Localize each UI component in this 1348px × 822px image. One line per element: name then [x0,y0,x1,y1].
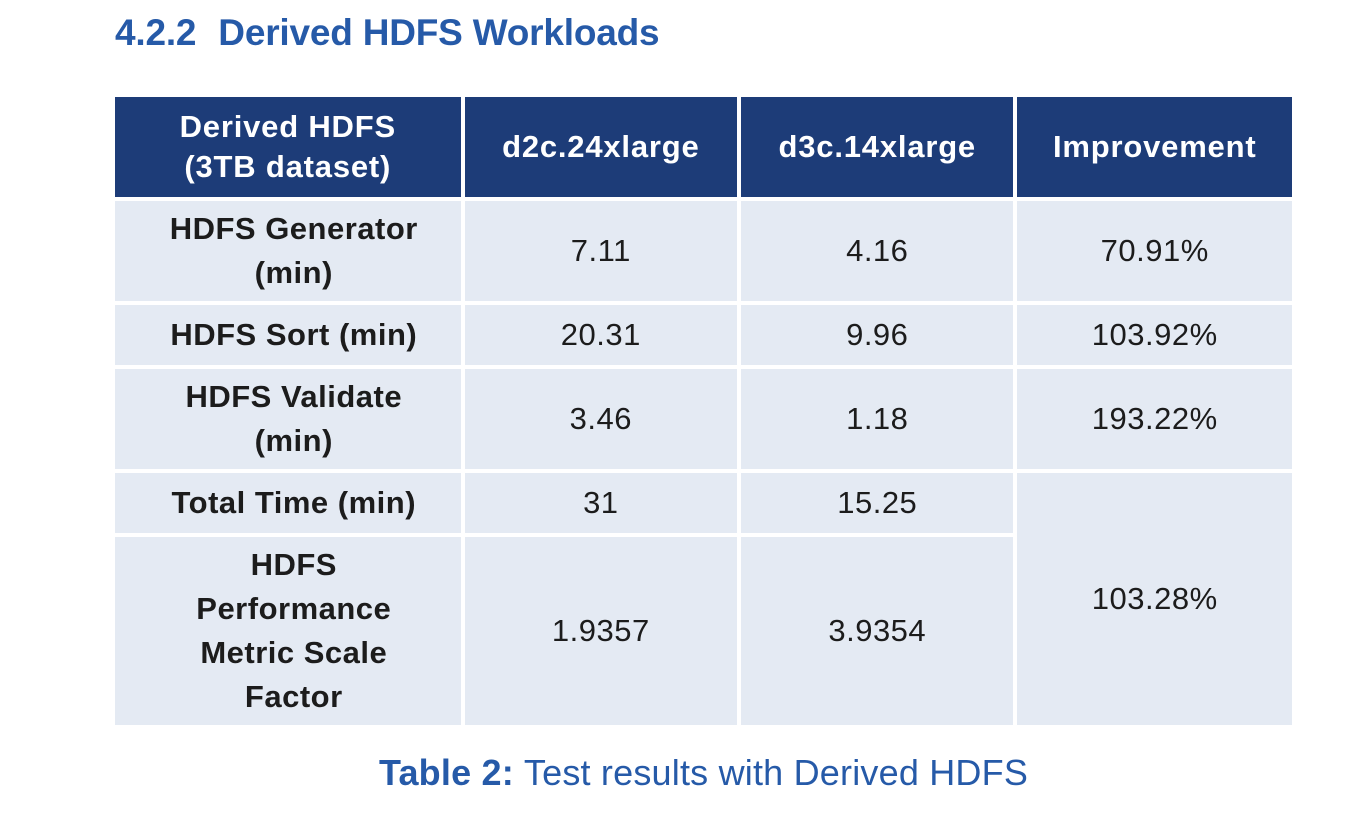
cell-d3c-value: 1.18 [741,369,1014,469]
row-label: HDFS Sort (min) [115,305,461,365]
table-caption-text: Test results with Derived HDFS [523,752,1029,793]
cell-d2c-value: 7.11 [464,201,738,301]
cell-d3c-value: 9.96 [741,305,1014,365]
section-title: Derived HDFS Workloads [218,12,660,53]
table-row-hdfs-sort: HDFS Sort (min) 20.31 9.96 103.92% [115,305,1292,365]
section-heading: 4.2.2 Derived HDFS Workloads [115,12,660,54]
table-row-performance-scale-factor: HDFS Performance Metric Scale Factor 1.9… [115,537,1292,725]
header-cell-improvement: Improvement [1017,97,1292,197]
cell-improvement-value: 193.22% [1017,369,1292,469]
cell-d3c-value: 15.25 [741,473,1014,533]
cell-d3c-value: 4.16 [741,201,1014,301]
row-label: HDFS Validate (min) [115,369,461,469]
table-row-total-time: Total Time (min) 31 15.25 103.28% [115,473,1292,725]
table-caption: Table 2: Test results with Derived HDFS [111,752,1296,794]
cell-d3c-value: 3.9354 [741,537,1014,725]
row-label: HDFS Performance Metric Scale Factor [115,537,461,725]
section-number: 4.2.2 [115,12,197,53]
cell-d2c-value: 31 [464,473,738,533]
row-label: Total Time (min) [115,473,461,533]
cell-improvement-value: 103.92% [1017,305,1292,365]
cell-d2c-value: 3.46 [464,369,738,469]
cell-d2c-value: 1.9357 [464,537,738,725]
header-cell-d2c: d2c.24xlarge [464,97,738,197]
header-cell-dataset: Derived HDFS (3TB dataset) [115,97,461,197]
table-header-row: Derived HDFS (3TB dataset) d2c.24xlarge … [115,97,1292,197]
table-row-hdfs-validate: HDFS Validate (min) 3.46 1.18 193.22% [115,369,1292,469]
cell-improvement-value: 70.91% [1017,201,1292,301]
header-cell-d3c: d3c.14xlarge [741,97,1014,197]
cell-d2c-value: 20.31 [464,305,738,365]
row-label: HDFS Generator (min) [115,201,461,301]
results-table: Derived HDFS (3TB dataset) d2c.24xlarge … [111,93,1296,729]
table-caption-label: Table 2: [378,752,514,793]
table-row-hdfs-generator: HDFS Generator (min) 7.11 4.16 70.91% [115,201,1292,301]
cell-improvement-merged: 103.28% [1017,473,1292,725]
